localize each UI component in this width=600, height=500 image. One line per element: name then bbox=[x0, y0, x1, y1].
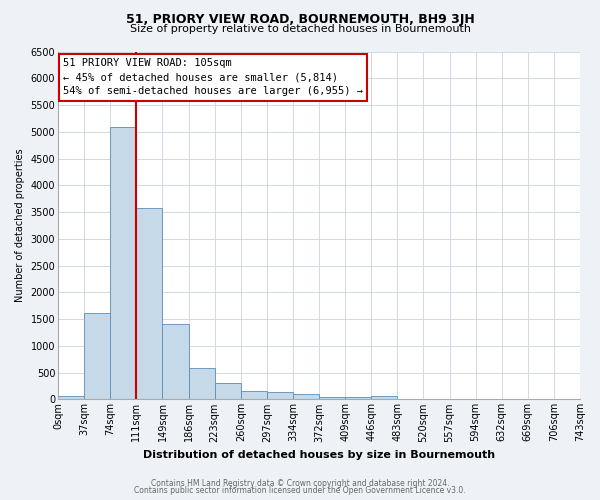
X-axis label: Distribution of detached houses by size in Bournemouth: Distribution of detached houses by size … bbox=[143, 450, 495, 460]
Bar bbox=[110, 127, 136, 400]
Bar bbox=[267, 392, 293, 400]
Text: 51 PRIORY VIEW ROAD: 105sqm
← 45% of detached houses are smaller (5,814)
54% of : 51 PRIORY VIEW ROAD: 105sqm ← 45% of det… bbox=[64, 58, 364, 96]
Bar bbox=[84, 312, 110, 400]
Bar bbox=[241, 391, 267, 400]
Bar bbox=[215, 384, 241, 400]
Bar bbox=[319, 397, 345, 400]
Bar bbox=[345, 396, 371, 400]
Bar bbox=[371, 396, 397, 400]
Text: Size of property relative to detached houses in Bournemouth: Size of property relative to detached ho… bbox=[130, 24, 470, 34]
Text: 51, PRIORY VIEW ROAD, BOURNEMOUTH, BH9 3JH: 51, PRIORY VIEW ROAD, BOURNEMOUTH, BH9 3… bbox=[125, 12, 475, 26]
Text: Contains public sector information licensed under the Open Government Licence v3: Contains public sector information licen… bbox=[134, 486, 466, 495]
Bar bbox=[136, 208, 163, 400]
Y-axis label: Number of detached properties: Number of detached properties bbox=[15, 148, 25, 302]
Bar bbox=[188, 368, 215, 400]
Text: Contains HM Land Registry data © Crown copyright and database right 2024.: Contains HM Land Registry data © Crown c… bbox=[151, 478, 449, 488]
Bar bbox=[163, 324, 188, 400]
Bar bbox=[58, 396, 84, 400]
Bar bbox=[293, 394, 319, 400]
